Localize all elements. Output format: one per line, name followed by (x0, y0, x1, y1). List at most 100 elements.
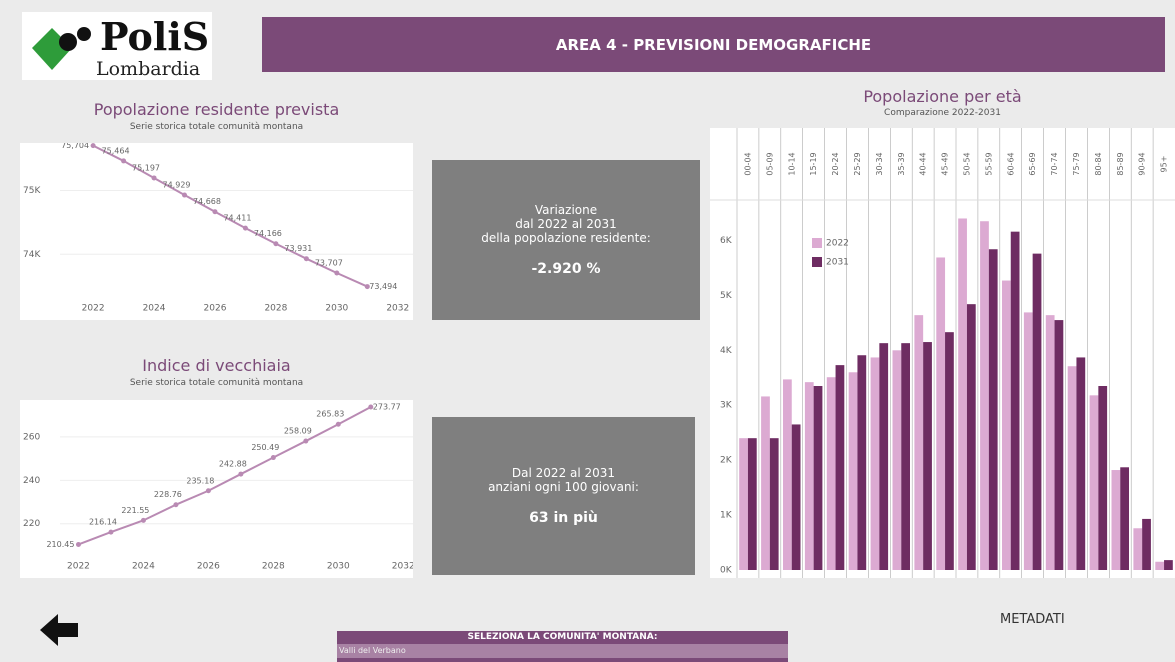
bar (870, 357, 880, 570)
x-tick-label: 45-49 (941, 152, 950, 175)
chart-subtitle: Serie storica totale comunità montana (129, 378, 304, 388)
header-title: AREA 4 - PREVISIONI DEMOGRAFICHE (262, 17, 1165, 72)
data-label: 250.49 (251, 443, 279, 452)
data-label: 242.88 (219, 460, 247, 469)
bar (813, 386, 823, 570)
data-label: 74,668 (193, 197, 221, 206)
y-tick-label: 3K (720, 401, 733, 411)
bar (1001, 280, 1011, 570)
x-tick-label: 95+ (1160, 156, 1169, 173)
y-tick-label: 4K (720, 346, 733, 356)
x-tick-label: 90-94 (1138, 152, 1147, 175)
line (78, 406, 372, 546)
back-button[interactable] (38, 612, 82, 648)
card-text: Dal 2022 al 2031 (511, 466, 616, 480)
legend-label: 2022 (826, 239, 849, 249)
line-chart: 74K 75K 2022 2024 2026 2028 2030 2032 75,704 75,4… (20, 143, 413, 320)
logo: PoliS Lombardia (22, 12, 212, 80)
bar (1023, 312, 1033, 570)
point (212, 209, 218, 215)
logo-dot (59, 33, 77, 51)
x-tick-label: 60-64 (1006, 152, 1015, 175)
legend-swatch (812, 238, 822, 248)
y-tick-label: 2K (720, 456, 733, 466)
bar (1045, 315, 1055, 570)
x-tick-label: 2026 (204, 304, 227, 314)
x-tick-label: 2032 (392, 562, 413, 572)
bar-chart: 0K 1K 2K 3K 4K 5K 6K 00-04 05-09 10-14 15-19 20-24 2… (710, 128, 1175, 578)
data-label: 74,929 (163, 181, 191, 190)
data-label: 73,494 (369, 282, 397, 291)
bar (1010, 231, 1020, 570)
x-tick-label: 75-79 (1072, 152, 1081, 175)
card-text: della popolazione residente: (481, 231, 651, 245)
bar (958, 218, 967, 571)
x-tick-label: 85-89 (1116, 152, 1125, 175)
selector-dropdown[interactable]: Valli del Verbano (337, 644, 788, 658)
data-label: 75,704 (61, 143, 89, 150)
point (182, 192, 188, 198)
bar (782, 379, 792, 570)
point (75, 541, 81, 547)
point (140, 517, 146, 523)
bar (826, 377, 836, 570)
bar (835, 365, 845, 570)
point (303, 256, 309, 262)
data-label: 210.45 (46, 540, 74, 549)
point (270, 455, 276, 461)
legend-swatch (812, 257, 822, 267)
selector-panel: SELEZIONA LA COMUNITA' MONTANA: Valli de… (337, 631, 788, 662)
data-label: 74,166 (254, 229, 282, 238)
card-text: anziani ogni 100 giovani: (488, 480, 639, 494)
bar (848, 372, 858, 570)
x-tick-label: 65-69 (1028, 152, 1037, 175)
bar (1142, 518, 1151, 570)
card-value: -2.920 % (531, 261, 601, 277)
bar (980, 221, 989, 570)
y-tick-label: 75K (23, 186, 41, 196)
y-tick-label: 260 (23, 432, 40, 442)
logo-subtitle: Lombardia (96, 58, 201, 80)
bar (1054, 320, 1064, 570)
kpi-card: Dal 2022 al 2031 anziani ogni 100 giovan… (432, 417, 695, 575)
line-chart: 220 240 260 2022 2024 2026 2028 2030 2032 210.45 2… (20, 400, 413, 578)
bar (966, 304, 976, 570)
data-label: 221.55 (121, 506, 149, 515)
point (121, 158, 127, 164)
x-tick-label: 2030 (325, 304, 348, 314)
bar (739, 438, 748, 570)
y-tick-label: 220 (23, 519, 40, 529)
x-tick-label: 15-19 (809, 152, 818, 175)
point (173, 502, 179, 508)
chart-subtitle: Serie storica totale comunità montana (129, 122, 304, 132)
x-tick-label: 10-14 (787, 152, 796, 175)
point (303, 438, 309, 444)
card-text: dal 2022 al 2031 (515, 217, 617, 231)
x-tick-label: 2024 (143, 304, 166, 314)
x-tick-label: 20-24 (831, 152, 840, 175)
y-tick-label: 5K (720, 291, 733, 301)
bar (1076, 357, 1086, 570)
bar (1089, 395, 1099, 570)
metadata-link[interactable]: METADATI (1000, 612, 1065, 627)
point (242, 225, 248, 231)
selector-label: SELEZIONA LA COMUNITA' MONTANA: (467, 632, 658, 642)
x-tick-label: 2028 (262, 562, 285, 572)
bar (923, 342, 932, 570)
bar (769, 438, 779, 570)
data-label: 216.14 (89, 518, 117, 527)
card-value: 63 in più (529, 510, 598, 526)
x-tick-label: 05-09 (765, 152, 774, 175)
data-label: 265.83 (316, 410, 344, 419)
y-tick-label: 6K (720, 236, 733, 246)
y-tick-label: 1K (720, 511, 733, 521)
point (238, 471, 244, 477)
y-tick-label: 0K (720, 566, 733, 576)
data-label: 75,197 (132, 163, 160, 172)
point (364, 284, 370, 290)
card-text: Variazione (534, 203, 598, 217)
back-arrow (40, 614, 78, 646)
x-tick-label: 2026 (197, 562, 220, 572)
data-label: 73,707 (315, 258, 343, 267)
